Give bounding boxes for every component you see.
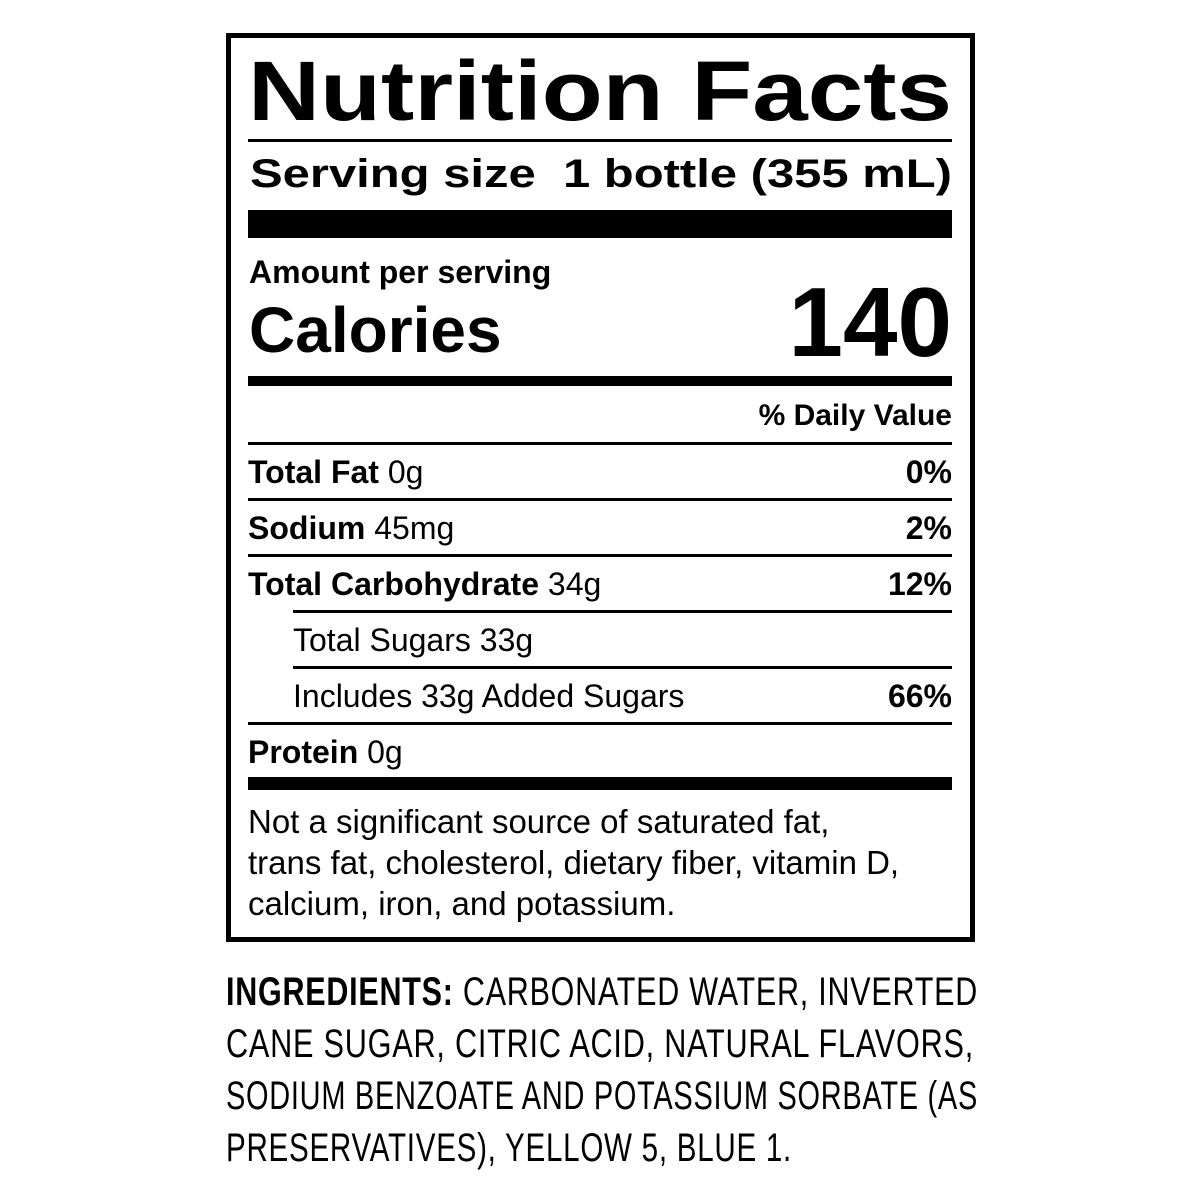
nutrition-facts-panel	[226, 33, 975, 942]
row-sodium: Sodium 45mg	[248, 510, 455, 546]
footnote-line: trans fat, cholesterol, dietary fiber, v…	[248, 844, 900, 881]
ingredients-line: PRESERVATIVES), YELLOW 5, BLUE 1.	[226, 1126, 792, 1170]
footnote-line: calcium, iron, and potassium.	[248, 885, 676, 922]
dv-total-carbohydrate: 12%	[887, 566, 952, 602]
row-protein: Protein 0g	[248, 734, 403, 770]
dv-total-fat: 0%	[905, 454, 952, 490]
thick-divider	[248, 210, 952, 238]
daily-value-header: % Daily Value	[758, 399, 952, 432]
calories-value: 140	[788, 267, 952, 377]
row-total-fat: Total Fat 0g	[248, 454, 424, 490]
medium-divider	[248, 376, 952, 386]
ingredients-line: INGREDIENTS: CARBONATED WATER, INVERTED	[226, 970, 978, 1014]
dv-sodium: 2%	[905, 510, 952, 546]
row-total-carbohydrate: Total Carbohydrate 34g	[248, 566, 602, 602]
ingredients-label: INGREDIENTS:	[226, 970, 454, 1014]
divider	[293, 610, 952, 613]
divider	[248, 722, 952, 725]
divider	[248, 498, 952, 501]
dv-added-sugars: 66%	[887, 678, 952, 714]
amount-per-serving: Amount per serving	[249, 254, 552, 290]
thick-divider	[248, 777, 952, 790]
divider	[248, 139, 952, 142]
footnote-line: Not a significant source of saturated fa…	[248, 803, 830, 840]
divider	[248, 442, 952, 445]
nutrition-title: Nutrition Facts	[248, 44, 952, 138]
ingredients-line: CANE SUGAR, CITRIC ACID, NATURAL FLAVORS…	[226, 1022, 974, 1066]
divider	[248, 554, 952, 557]
row-added-sugars: Includes 33g Added Sugars	[293, 678, 685, 714]
calories-label: Calories	[249, 294, 502, 366]
ingredients-line: SODIUM BENZOATE AND POTASSIUM SORBATE (A…	[226, 1074, 978, 1118]
row-total-sugars: Total Sugars 33g	[293, 622, 534, 658]
serving-size: Serving size 1 bottle (355 mL)	[250, 152, 952, 196]
divider	[293, 666, 952, 669]
